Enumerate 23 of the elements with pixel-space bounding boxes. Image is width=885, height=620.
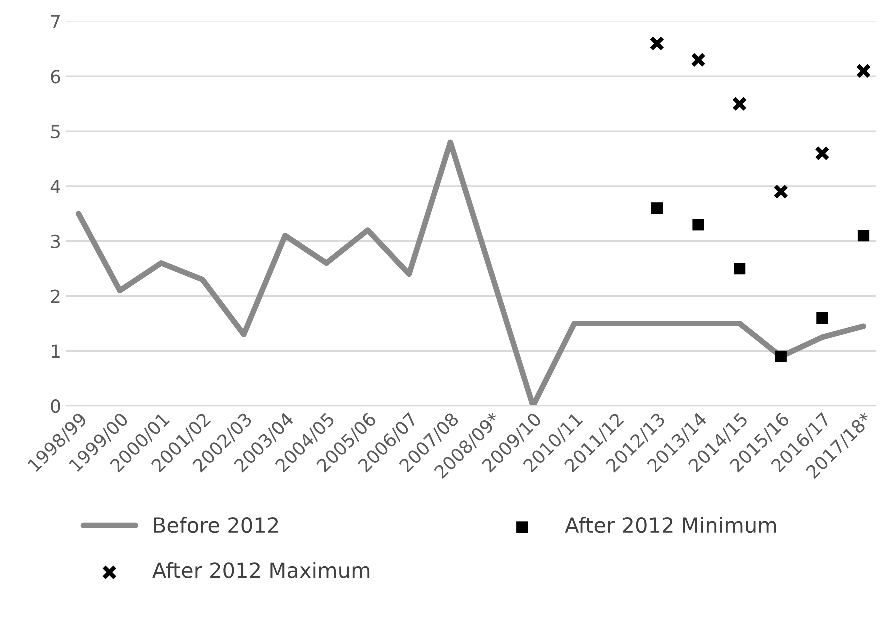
legend-label: After 2012 Minimum	[565, 517, 776, 534]
point	[814, 146, 830, 161]
point	[858, 230, 870, 242]
y-tick-label: 2	[51, 290, 60, 304]
y-tick-label: 0	[51, 400, 60, 414]
y-tick-label: 3	[51, 234, 60, 248]
y-tick-label: 5	[51, 125, 60, 139]
legend-label: Before 2012	[154, 517, 278, 534]
y-tick-label: 4	[50, 180, 60, 194]
y-tick-label: 1	[52, 344, 60, 358]
point	[651, 202, 663, 214]
y-tick-label: 7	[52, 15, 60, 29]
legend-label: After 2012 Maximum	[152, 562, 370, 578]
point	[734, 263, 746, 275]
point	[774, 184, 789, 200]
point	[691, 52, 706, 68]
point	[732, 96, 748, 112]
point	[650, 36, 665, 52]
y-tick-label: 6	[51, 70, 60, 84]
point	[856, 64, 872, 79]
point	[692, 219, 704, 231]
point	[816, 312, 828, 324]
point	[775, 350, 787, 362]
